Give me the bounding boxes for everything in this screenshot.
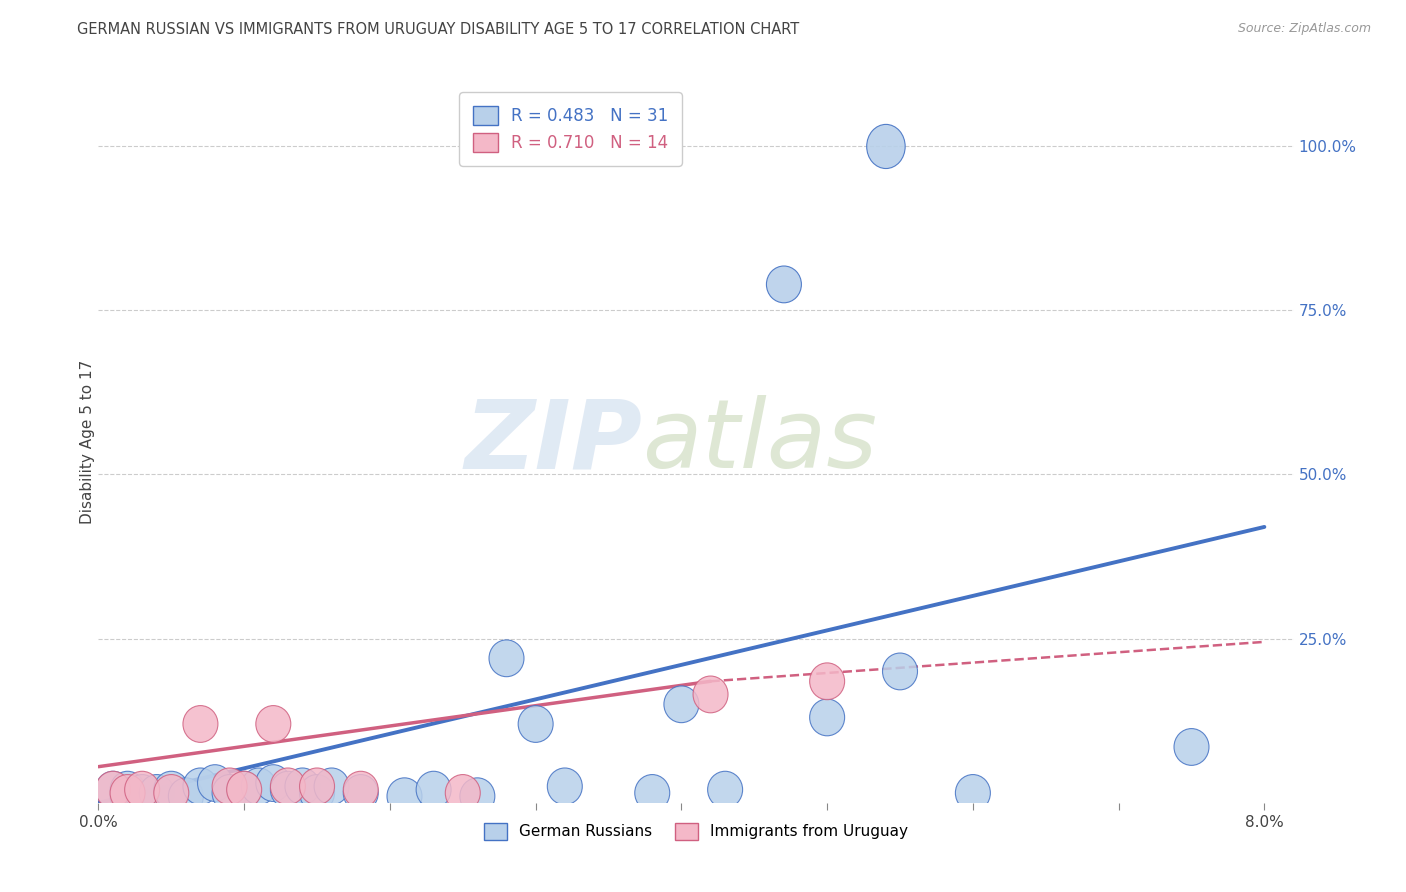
Text: atlas: atlas bbox=[643, 395, 877, 488]
Text: ZIP: ZIP bbox=[464, 395, 643, 488]
Text: GERMAN RUSSIAN VS IMMIGRANTS FROM URUGUAY DISABILITY AGE 5 TO 17 CORRELATION CHA: GERMAN RUSSIAN VS IMMIGRANTS FROM URUGUA… bbox=[77, 22, 800, 37]
Y-axis label: Disability Age 5 to 17: Disability Age 5 to 17 bbox=[80, 359, 94, 524]
Text: Source: ZipAtlas.com: Source: ZipAtlas.com bbox=[1237, 22, 1371, 36]
Legend: German Russians, Immigrants from Uruguay: German Russians, Immigrants from Uruguay bbox=[478, 817, 914, 846]
